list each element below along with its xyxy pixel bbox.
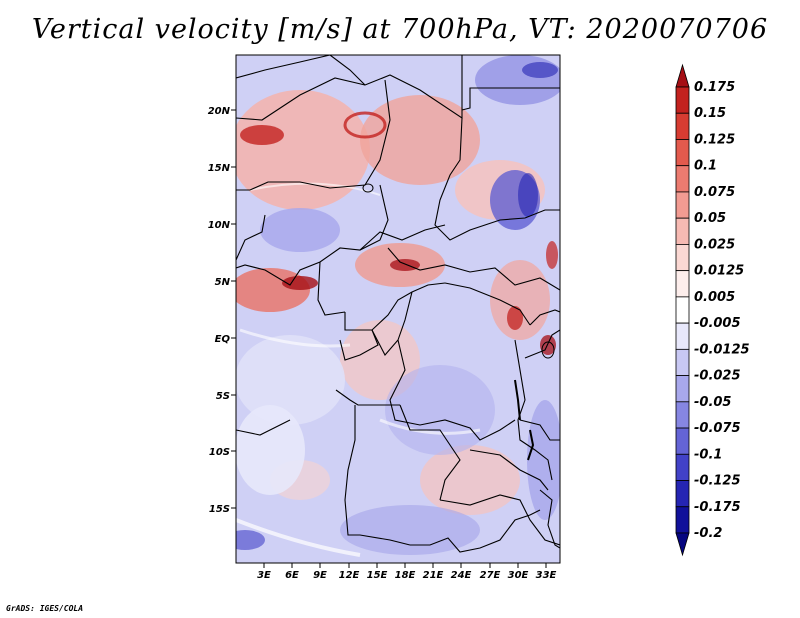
colorbar-label: 0.05 [694,211,726,226]
colorbar-label: 0.005 [694,290,735,305]
lat-label-15s: 15S [209,504,230,515]
lon-label-30e: 30E [508,570,529,581]
colorbar-box [675,244,690,272]
lon-label-18e: 18E [395,570,416,581]
lat-label-15n: 15N [208,163,231,174]
lakes [362,183,555,461]
colorbar-box [675,375,690,403]
country-borders [236,55,560,553]
colorbar-label: -0.0125 [694,342,750,357]
colorbar-top-triangle [675,63,690,88]
colorbar-box [675,322,690,350]
colorbar-label: -0.1 [694,447,722,462]
colorbar-box [675,348,690,376]
colorbar-label: 0.0125 [694,264,744,279]
colorbar-box [675,480,690,508]
colorbar-label: 0.025 [694,237,735,252]
colorbar-label: 0.15 [694,106,726,121]
colorbar-label: -0.075 [694,421,741,436]
colorbar-label: -0.125 [694,474,741,489]
colorbar-label: -0.2 [694,526,722,541]
map-title: Vertical velocity [m/s] at 700hPa, VT: 2… [31,14,769,45]
colorbar-box [675,401,690,429]
lat-label-5n: 5N [215,277,231,288]
map-frame [235,54,561,564]
grads-credit: GrADS: IGES/COLA [6,604,84,613]
colorbar-box [675,86,690,114]
colorbar-box [675,165,690,193]
lon-label-33e: 33E [536,570,557,581]
latitude-axis: 20N 15N 10N 5N EQ 5S 10S 15S [208,106,236,515]
lon-label-6e: 6E [285,570,299,581]
colorbar-box [675,296,690,324]
lon-label-9e: 9E [313,570,327,581]
colorbar-box [675,270,690,298]
colorbar-box [675,112,690,140]
colorbar-box [675,453,690,481]
colorbar-label: 0.125 [694,132,735,147]
colorbar-label: -0.005 [694,316,741,331]
colorbar-box [675,139,690,167]
colorbar-box [675,506,690,534]
colorbar-box [675,217,690,245]
lat-label-10s: 10S [209,447,230,458]
colorbar-box [675,427,690,455]
colorbar-label: 0.075 [694,185,735,200]
colorbar-bottom-triangle [675,532,690,557]
lat-label-eq: EQ [215,334,231,345]
lon-label-12e: 12E [339,570,360,581]
colorbar-box [675,191,690,219]
colorbar-label: -0.025 [694,369,741,384]
lat-label-5s: 5S [216,391,230,402]
lon-label-15e: 15E [367,570,388,581]
lon-label-27e: 27E [480,570,501,581]
colorbar-label: -0.05 [694,395,731,410]
lon-label-24e: 24E [451,570,472,581]
colorbar-label: 0.1 [694,159,717,174]
lat-label-10n: 10N [208,220,231,231]
lat-label-20n: 20N [208,106,231,117]
longitude-axis: 3E 6E 9E 12E 15E 18E 21E 24E 27E 30E 33E [257,563,557,581]
colorbar-label: 0.175 [694,80,735,95]
lon-label-3e: 3E [257,570,271,581]
colorbar-label: -0.175 [694,500,741,515]
lon-label-21e: 21E [423,570,444,581]
colorbar: 0.175 0.15 0.125 0.1 0.075 0.05 0.025 0.0125 0.0… [675,63,750,557]
